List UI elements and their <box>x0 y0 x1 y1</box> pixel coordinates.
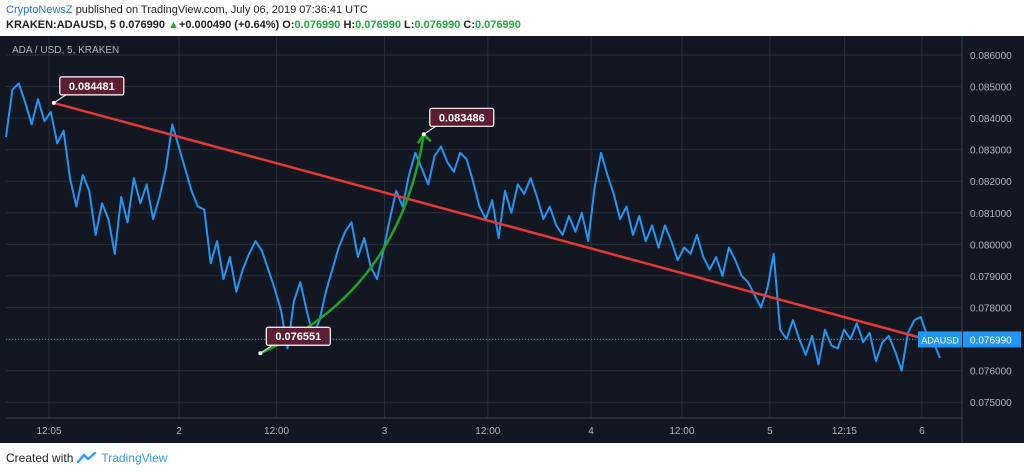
symbol-label: KRAKEN:ADAUSD, 5 <box>6 19 117 31</box>
x-tick-label: 6 <box>919 426 925 437</box>
chart-header: CryptoNewsZ published on TradingView.com… <box>6 3 521 33</box>
high-value: 0.076990 <box>355 19 401 31</box>
last-price-tag-label: 0.076990 <box>970 335 1012 346</box>
trend-line[interactable] <box>53 101 927 341</box>
callout-anchor <box>258 351 263 356</box>
y-tick-label: 0.075000 <box>970 398 1012 409</box>
callout-pointer <box>423 125 437 135</box>
callout-box[interactable] <box>59 76 125 96</box>
callout-anchor <box>51 100 56 105</box>
chart-container[interactable]: 0.086000 0.085000 0.084000 0.083000 0.082000… <box>0 36 1024 443</box>
tradingview-link[interactable]: TradingView <box>101 451 168 465</box>
callout-pointer <box>53 94 67 104</box>
y-tick-label: 0.080000 <box>970 240 1012 251</box>
close-value: 0.076990 <box>475 19 521 31</box>
close-label: C: <box>463 19 475 31</box>
low-value: 0.076990 <box>414 19 461 31</box>
x-tick-label: 12:05 <box>37 426 62 437</box>
y-tick-label: 0.078000 <box>970 304 1012 315</box>
y-tick-label: 0.085000 <box>970 83 1012 94</box>
y-tick-label: 0.081000 <box>970 209 1012 220</box>
x-tick-label: 4 <box>588 426 594 437</box>
price-series-line[interactable] <box>5 82 941 372</box>
x-tick-label: 5 <box>767 426 773 437</box>
y-tick-label: 0.084000 <box>970 114 1012 125</box>
callout-anchor <box>421 132 426 137</box>
up-arrow-icon: ▲ <box>168 19 179 31</box>
x-tick-label: 12:00 <box>475 426 500 437</box>
price-chart[interactable]: 0.086000 0.085000 0.084000 0.083000 0.082000… <box>0 36 1024 443</box>
callout-box[interactable] <box>429 107 495 127</box>
x-tick-label: 12:00 <box>669 426 694 437</box>
quote-line: KRAKEN:ADAUSD, 5 0.076990 ▲+0.000490 (+0… <box>6 18 521 33</box>
last-price-tag <box>963 331 1021 348</box>
price-change: +0.000490 (+0.64%) <box>178 19 280 31</box>
author-link[interactable]: CryptoNewsZ <box>6 4 73 16</box>
callout-label: 0.076551 <box>275 331 321 343</box>
last-price: 0.076990 <box>119 19 165 31</box>
created-with-text: Created with <box>6 451 74 465</box>
symbol-tag-label: ADAUSD <box>921 335 959 345</box>
symbol-tag <box>918 331 962 348</box>
open-label: O: <box>282 19 295 31</box>
publish-line: CryptoNewsZ published on TradingView.com… <box>6 3 521 18</box>
y-tick-label: 0.083000 <box>970 146 1012 157</box>
y-tick-label: 0.076000 <box>970 367 1012 378</box>
x-tick-label: 12:00 <box>264 426 289 437</box>
high-label: H: <box>343 19 356 31</box>
low-label: L: <box>404 19 415 31</box>
callout-label: 0.084481 <box>69 81 115 93</box>
open-value: 0.076990 <box>294 19 341 31</box>
x-tick-label: 3 <box>382 426 388 437</box>
x-tick-label: 12:15 <box>832 426 857 437</box>
callout-box[interactable] <box>265 326 331 346</box>
x-tick-label: 2 <box>176 426 182 437</box>
y-tick-label: 0.079000 <box>970 272 1012 283</box>
footer: Created with TradingView <box>6 451 167 465</box>
tradingview-logo-icon <box>77 452 97 464</box>
chart-background <box>0 36 1024 443</box>
callout-label: 0.083486 <box>439 112 485 124</box>
y-tick-label: 0.086000 <box>970 51 1012 62</box>
y-tick-label: 0.082000 <box>970 177 1012 188</box>
callout-pointer <box>260 344 273 354</box>
chart-title: ADA / USD, 5, KRAKEN <box>12 45 119 56</box>
published-text: published on TradingView.com, July 06, 2… <box>75 4 368 16</box>
